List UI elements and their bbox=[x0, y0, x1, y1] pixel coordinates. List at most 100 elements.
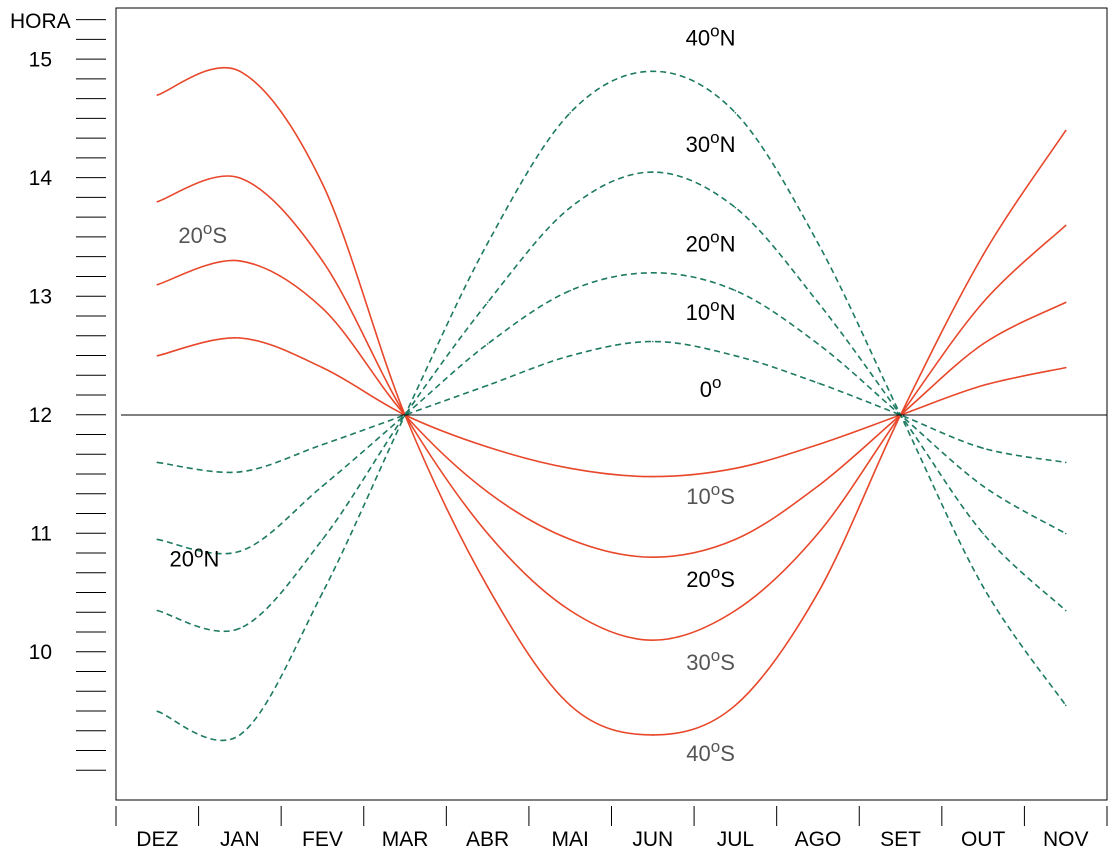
series-point bbox=[817, 343, 819, 345]
series-point bbox=[651, 639, 654, 641]
series-point bbox=[486, 242, 489, 244]
x-tick-label: OUT bbox=[961, 828, 1006, 850]
series-point bbox=[1064, 301, 1067, 304]
series-point bbox=[651, 475, 654, 478]
series-point bbox=[569, 538, 572, 541]
series-point bbox=[1064, 532, 1067, 535]
x-axis: DEZ JAN FEV MAR ABR MAI JUN JUL AGO SET OUT NOV bbox=[115, 806, 1108, 850]
series-line-north bbox=[157, 271, 1067, 555]
series-line-south bbox=[157, 66, 1067, 736]
x-tick-label: SET bbox=[880, 828, 921, 850]
series-point bbox=[651, 556, 654, 558]
series-point bbox=[156, 94, 159, 96]
series-point bbox=[817, 443, 819, 446]
series-point bbox=[239, 471, 241, 473]
series-point bbox=[817, 242, 819, 244]
series-point bbox=[651, 171, 654, 173]
annotation-group: 40oN 30oN 20oN 10oN 0o 10oS 20oS 30oS 40oS 20oS 20… bbox=[170, 21, 736, 766]
series-point bbox=[982, 301, 984, 304]
series-point bbox=[1064, 461, 1067, 464]
series-line-south bbox=[157, 175, 1067, 642]
series-point bbox=[817, 591, 819, 594]
series-point bbox=[321, 485, 324, 487]
series-point bbox=[569, 467, 572, 470]
x-tick-label: AGO bbox=[795, 828, 842, 850]
series-point bbox=[734, 206, 737, 209]
series-point bbox=[239, 734, 241, 736]
series-point bbox=[569, 112, 572, 114]
series-point bbox=[569, 609, 572, 612]
series-line-south bbox=[157, 259, 1067, 559]
y-tick-label: 12 bbox=[29, 404, 52, 427]
series-point bbox=[486, 301, 489, 304]
series-point bbox=[321, 366, 324, 369]
y-axis: 10 11 12 13 14 15 bbox=[29, 19, 106, 771]
series-point bbox=[156, 609, 159, 612]
latitude-label: 20oS bbox=[686, 563, 735, 592]
latitude-label: 30oN bbox=[686, 128, 736, 157]
series-point bbox=[651, 734, 654, 736]
series-point bbox=[817, 382, 819, 384]
latitude-label: 30oS bbox=[686, 646, 735, 675]
series-point bbox=[239, 337, 241, 339]
series-point bbox=[569, 289, 572, 292]
latitude-label: 10oS bbox=[686, 480, 735, 509]
series-point bbox=[156, 354, 159, 357]
series-point bbox=[1064, 704, 1067, 707]
series-point bbox=[982, 532, 984, 535]
series-point bbox=[486, 586, 489, 588]
series-point bbox=[156, 461, 159, 464]
latitude-label: 20oN bbox=[170, 543, 220, 572]
series-point bbox=[239, 260, 241, 262]
latitude-label: 40oS bbox=[686, 737, 735, 766]
x-tick-label: NOV bbox=[1043, 828, 1089, 850]
x-tick-label: JAN bbox=[220, 828, 260, 850]
series-point bbox=[651, 340, 654, 343]
latitude-label: 0o bbox=[700, 373, 722, 402]
x-tick-label: ABR bbox=[466, 828, 509, 850]
y-tick-label: 13 bbox=[29, 286, 52, 309]
series-point bbox=[239, 177, 241, 179]
series-point bbox=[569, 704, 572, 707]
plot-frame bbox=[115, 7, 1108, 801]
series-point bbox=[982, 343, 984, 345]
series-point bbox=[734, 112, 737, 114]
series-point bbox=[734, 704, 737, 707]
x-tick-label: MAI bbox=[552, 828, 589, 850]
y-tick-label: 14 bbox=[29, 167, 53, 190]
series-point bbox=[156, 538, 159, 541]
series-point bbox=[156, 710, 159, 713]
series-point bbox=[321, 591, 324, 594]
series-point bbox=[982, 384, 984, 387]
series-point bbox=[486, 343, 489, 345]
series-point bbox=[651, 272, 654, 274]
series-point bbox=[239, 70, 241, 73]
series-point bbox=[321, 260, 324, 262]
series-point bbox=[486, 446, 489, 448]
series-point bbox=[734, 467, 737, 470]
series-point bbox=[321, 307, 324, 310]
latitude-label: 20oS bbox=[178, 219, 227, 248]
x-tick-label: DEZ bbox=[136, 828, 178, 850]
series-point bbox=[982, 254, 984, 256]
y-axis-title: HORA bbox=[10, 10, 71, 33]
series-point bbox=[569, 354, 572, 357]
series-point bbox=[817, 532, 819, 535]
series-point bbox=[817, 485, 819, 487]
series-point bbox=[1064, 129, 1067, 132]
series-point bbox=[982, 485, 984, 487]
series-point bbox=[1064, 224, 1067, 227]
series-point bbox=[734, 538, 737, 541]
series-point bbox=[651, 70, 654, 73]
series-line-north bbox=[157, 340, 1066, 474]
series-point bbox=[734, 354, 737, 357]
latitude-label: 20oN bbox=[686, 227, 736, 256]
x-tick-label: JUL bbox=[717, 828, 754, 850]
x-tick-label: FEV bbox=[302, 828, 343, 850]
series-point bbox=[569, 206, 572, 209]
series-point bbox=[1064, 366, 1067, 369]
series-line-north bbox=[157, 171, 1067, 633]
x-tick-label: MAR bbox=[382, 828, 429, 850]
series-point bbox=[239, 550, 241, 553]
